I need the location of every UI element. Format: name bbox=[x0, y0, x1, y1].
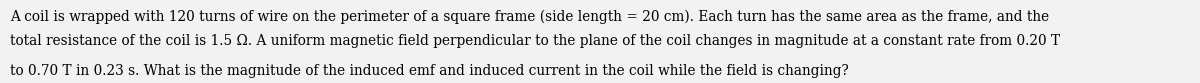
Text: total resistance of the coil is 1.5 Ω. A uniform magnetic field perpendicular to: total resistance of the coil is 1.5 Ω. A… bbox=[10, 35, 1060, 48]
Text: A coil is wrapped with 120 turns of wire on the perimeter of a square frame (sid: A coil is wrapped with 120 turns of wire… bbox=[10, 9, 1049, 24]
Text: to 0.70 T in 0.23 s. What is the magnitude of the induced emf and induced curren: to 0.70 T in 0.23 s. What is the magnitu… bbox=[10, 64, 848, 78]
